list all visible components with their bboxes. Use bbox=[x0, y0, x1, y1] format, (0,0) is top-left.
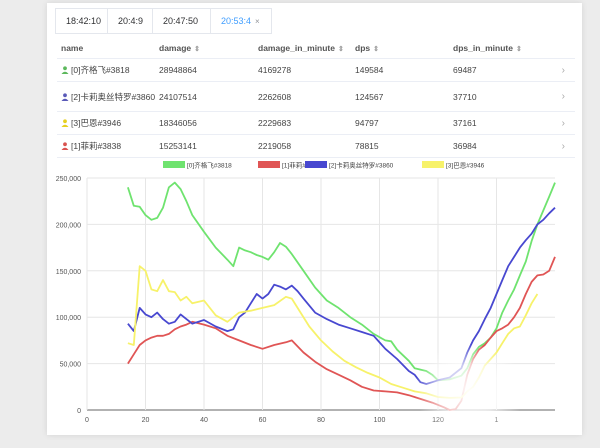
sort-icon[interactable]: ⇕ bbox=[338, 46, 344, 53]
x-tick-label: 20 bbox=[142, 417, 150, 424]
x-tick-label: 1 bbox=[495, 417, 499, 424]
series-line-3 bbox=[127, 265, 539, 399]
cell-name: [0]齐格飞#3818 bbox=[57, 58, 159, 82]
sort-icon[interactable]: ⇕ bbox=[373, 46, 379, 53]
series-line-1 bbox=[127, 256, 556, 411]
user-icon bbox=[61, 119, 69, 127]
cell-dps-in-minute: 69487 bbox=[453, 58, 553, 82]
chevron-right-icon[interactable]: › bbox=[553, 134, 575, 158]
y-tick-label: 100,000 bbox=[56, 315, 81, 322]
legend-label-1[interactable]: [1]菲莉#3838 bbox=[282, 161, 321, 170]
cell-damage: 15253141 bbox=[159, 134, 258, 158]
cell-name: [1]菲莉#3838 bbox=[57, 134, 159, 158]
chevron-right-icon[interactable]: › bbox=[553, 111, 575, 135]
cell-damage-in-minute: 2229683 bbox=[258, 111, 355, 135]
cell-damage-in-minute: 2219058 bbox=[258, 134, 355, 158]
y-tick-label: 50,000 bbox=[60, 362, 82, 369]
series-line-0 bbox=[127, 181, 556, 382]
cell-dps: 78815 bbox=[355, 134, 453, 158]
table-row[interactable]: [0]齐格飞#3818 28948864 4169278 149584 69487 › bbox=[57, 58, 575, 82]
user-icon bbox=[61, 142, 69, 150]
time-tabs: 18:42:10 20:4:9 20:47:50 20:53:4 × bbox=[55, 8, 272, 34]
legend-label-3[interactable]: [3]巴恩#3946 bbox=[446, 162, 485, 170]
y-tick-label: 150,000 bbox=[56, 269, 81, 276]
legend-swatch-1[interactable] bbox=[258, 161, 280, 168]
x-tick-label: 80 bbox=[317, 417, 325, 424]
legend-label-0[interactable]: [0]齐格飞#3818 bbox=[187, 161, 232, 170]
chevron-right-icon[interactable]: › bbox=[553, 81, 575, 112]
cell-dps-in-minute: 37161 bbox=[453, 111, 553, 135]
damage-line-chart: 0 50,000 100,000 150,000 200,000 250,000 0 20 40… bbox=[56, 161, 556, 424]
x-tick-label: 0 bbox=[85, 417, 89, 424]
cell-damage: 18346056 bbox=[159, 111, 258, 135]
cell-damage: 24107514 bbox=[159, 81, 258, 112]
legend-swatch-3[interactable] bbox=[422, 161, 444, 168]
player-name: [3]巴恩#3946 bbox=[71, 118, 122, 128]
cell-dps: 94797 bbox=[355, 111, 453, 135]
column-header-damage-in-minute[interactable]: damage_in_minute ⇕ bbox=[258, 38, 355, 59]
column-header-damage[interactable]: damage ⇕ bbox=[159, 38, 258, 59]
column-header-name: name bbox=[57, 38, 159, 59]
cell-dps: 149584 bbox=[355, 58, 453, 82]
x-tick-label: 40 bbox=[200, 417, 208, 424]
cell-damage-in-minute: 4169278 bbox=[258, 58, 355, 82]
player-name: [1]菲莉#3838 bbox=[71, 141, 122, 151]
tab-18-42-10[interactable]: 18:42:10 bbox=[56, 9, 108, 33]
column-header-expand bbox=[553, 38, 575, 59]
player-name: [0]齐格飞#3818 bbox=[71, 65, 130, 75]
x-tick-label: 60 bbox=[259, 417, 267, 424]
cell-dps: 124567 bbox=[355, 81, 453, 112]
user-icon bbox=[61, 66, 69, 74]
legend-swatch-0[interactable] bbox=[163, 161, 185, 168]
damage-table: name damage ⇕ damage_in_minute ⇕ dps ⇕ dps_… bbox=[57, 38, 575, 158]
column-header-dps-in-minute[interactable]: dps_in_minute ⇕ bbox=[453, 38, 553, 59]
cell-damage-in-minute: 2262608 bbox=[258, 81, 355, 112]
tab-label: 20:4:9 bbox=[118, 16, 144, 26]
y-tick-label: 0 bbox=[77, 408, 81, 415]
y-tick-label: 250,000 bbox=[56, 176, 81, 183]
column-header-dps[interactable]: dps ⇕ bbox=[355, 38, 453, 59]
tab-label: 20:47:50 bbox=[163, 16, 199, 26]
table-row[interactable]: [1]菲莉#3838 15253141 2219058 78815 36984 › bbox=[57, 134, 575, 158]
y-tick-label: 200,000 bbox=[56, 222, 81, 229]
cell-name: [2]卡莉奥丝特罗#3860 bbox=[57, 81, 159, 112]
cell-dps-in-minute: 37710 bbox=[453, 81, 553, 112]
sort-icon[interactable]: ⇕ bbox=[194, 46, 200, 53]
tab-label: 20:53:4 bbox=[221, 16, 252, 26]
tab-label: 18:42:10 bbox=[66, 16, 102, 26]
series-line-2 bbox=[127, 207, 556, 385]
player-name: [2]卡莉奥丝特罗#3860 bbox=[71, 91, 156, 102]
cell-dps-in-minute: 36984 bbox=[453, 134, 553, 158]
chevron-right-icon[interactable]: › bbox=[553, 58, 575, 82]
x-tick-label: 120 bbox=[432, 417, 444, 424]
tab-20-47-50[interactable]: 20:47:50 bbox=[153, 9, 211, 33]
tab-20-4-9[interactable]: 20:4:9 bbox=[108, 9, 153, 33]
table-row[interactable]: [2]卡莉奥丝特罗#3860 24107514 2262608 124567 37710… bbox=[57, 81, 575, 112]
x-tick-label: 100 bbox=[374, 417, 386, 424]
cell-name: [3]巴恩#3946 bbox=[57, 111, 159, 135]
legend-swatch-2[interactable] bbox=[305, 161, 327, 168]
table-row[interactable]: [3]巴恩#3946 18346056 2229683 94797 37161 › bbox=[57, 111, 575, 135]
tab-20-53-4[interactable]: 20:53:4 × bbox=[211, 9, 271, 33]
table-header-row: name damage ⇕ damage_in_minute ⇕ dps ⇕ dps_… bbox=[57, 38, 575, 59]
close-icon[interactable]: × bbox=[255, 17, 260, 26]
cell-damage: 28948864 bbox=[159, 58, 258, 82]
legend-label-2[interactable]: [2]卡莉奥丝特罗#3860 bbox=[329, 161, 394, 170]
sort-icon[interactable]: ⇕ bbox=[515, 46, 522, 53]
user-icon bbox=[61, 92, 69, 101]
